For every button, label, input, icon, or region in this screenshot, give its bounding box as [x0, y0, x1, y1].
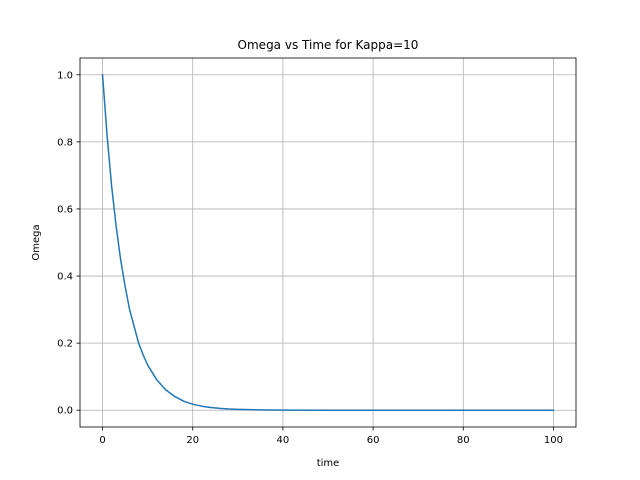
x-tick-label: 20 — [186, 435, 199, 446]
x-tick-label: 60 — [367, 435, 380, 446]
y-tick-label: 0.8 — [57, 137, 73, 148]
line-layer — [101, 73, 555, 411]
y-tick-label: 0.0 — [57, 406, 73, 417]
grid-layer — [80, 58, 576, 427]
y-tick-label: 0.4 — [57, 272, 73, 283]
chart-title: Omega vs Time for Kappa=10 — [238, 38, 419, 52]
x-axis-title: time — [317, 458, 340, 469]
y-tick-label: 1.0 — [57, 70, 73, 81]
x-tick-label: 100 — [544, 435, 563, 446]
x-tick-label: 80 — [457, 435, 470, 446]
y-axis-title: Omega — [31, 224, 42, 260]
y-tick-label: 0.2 — [57, 339, 73, 350]
plot-frame — [79, 57, 577, 428]
y-tick-label: 0.6 — [57, 204, 73, 215]
x-tick-label: 0 — [99, 435, 105, 446]
x-tick-label: 40 — [277, 435, 290, 446]
series-line — [101, 73, 555, 411]
tick-layer: 0 20 40 60 80 100 0.0 0.2 0.4 0.6 0.8 1.0 — [57, 70, 563, 446]
